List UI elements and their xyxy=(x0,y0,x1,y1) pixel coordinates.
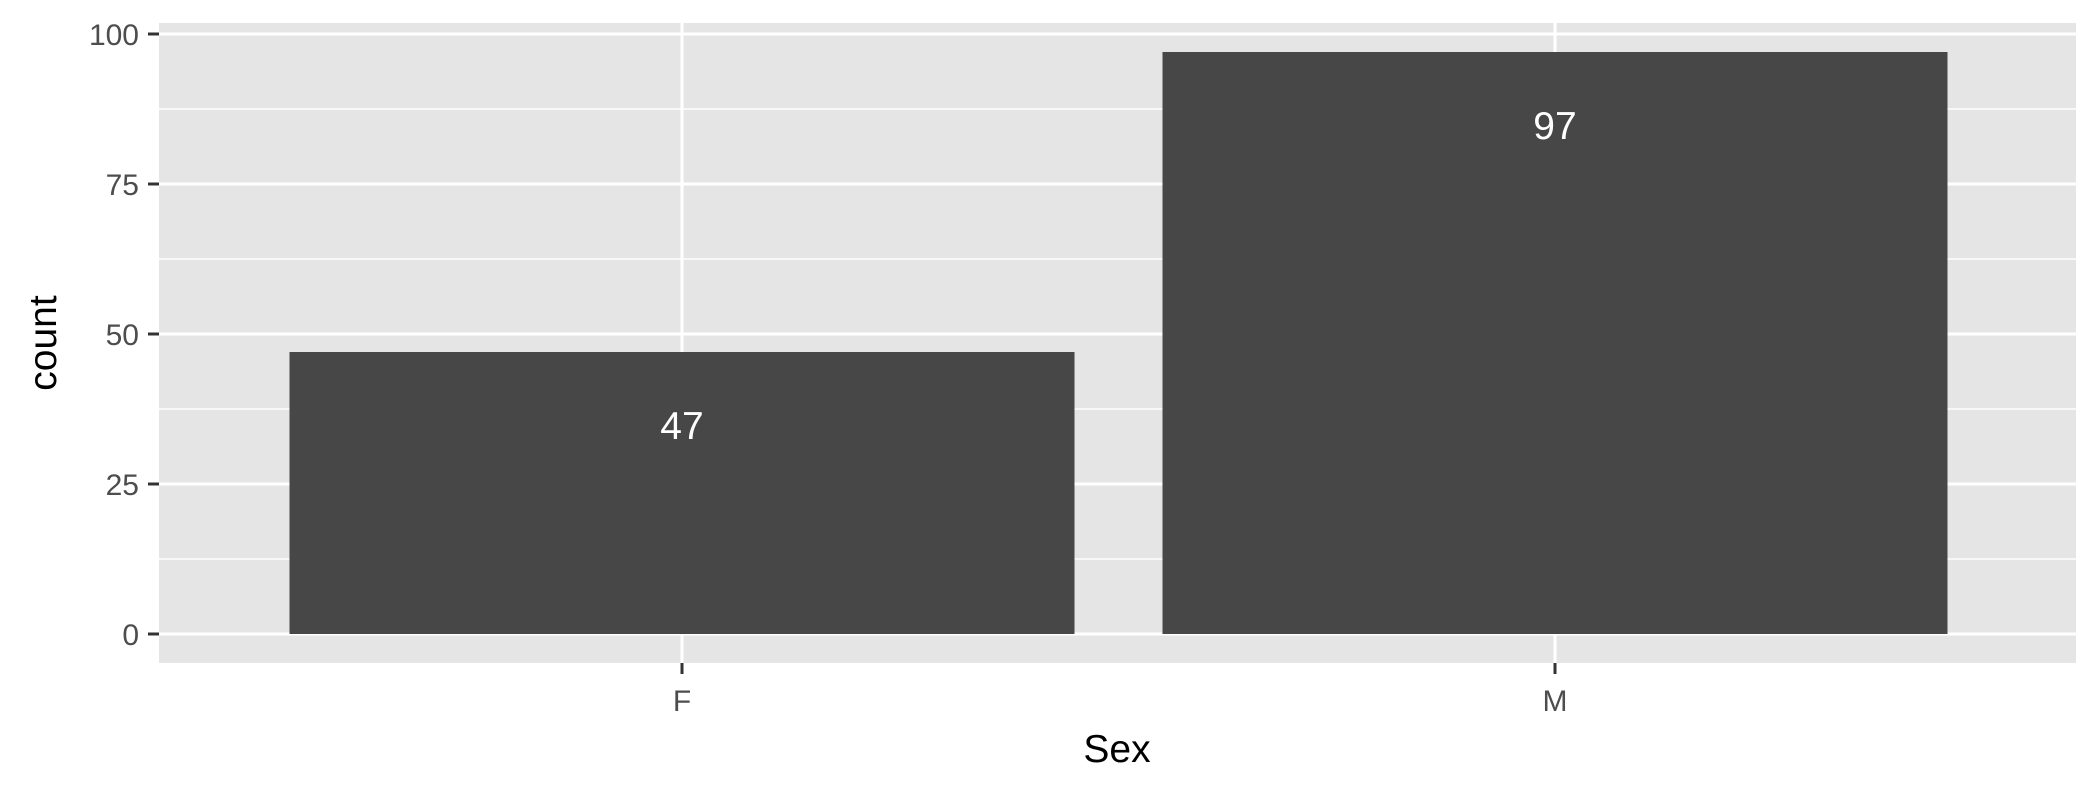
y-tick-label: 50 xyxy=(106,319,139,352)
y-axis-title: count xyxy=(22,295,65,391)
y-tick-label: 100 xyxy=(89,19,139,52)
y-tick-label: 75 xyxy=(106,169,139,202)
y-tick-label: 25 xyxy=(106,469,139,502)
y-tick-label: 0 xyxy=(122,619,139,652)
bars xyxy=(289,52,1948,634)
x-tick-label: F xyxy=(673,685,691,718)
y-axis: 0 25 50 75 100 xyxy=(89,19,159,652)
x-tick-label: M xyxy=(1543,685,1568,718)
data-labels: 47 97 xyxy=(660,105,1576,448)
data-label: 97 xyxy=(1533,105,1576,148)
data-label: 47 xyxy=(660,405,703,448)
x-axis-title: Sex xyxy=(1083,728,1151,771)
bar-m xyxy=(1162,52,1948,634)
bar-f xyxy=(289,352,1075,634)
